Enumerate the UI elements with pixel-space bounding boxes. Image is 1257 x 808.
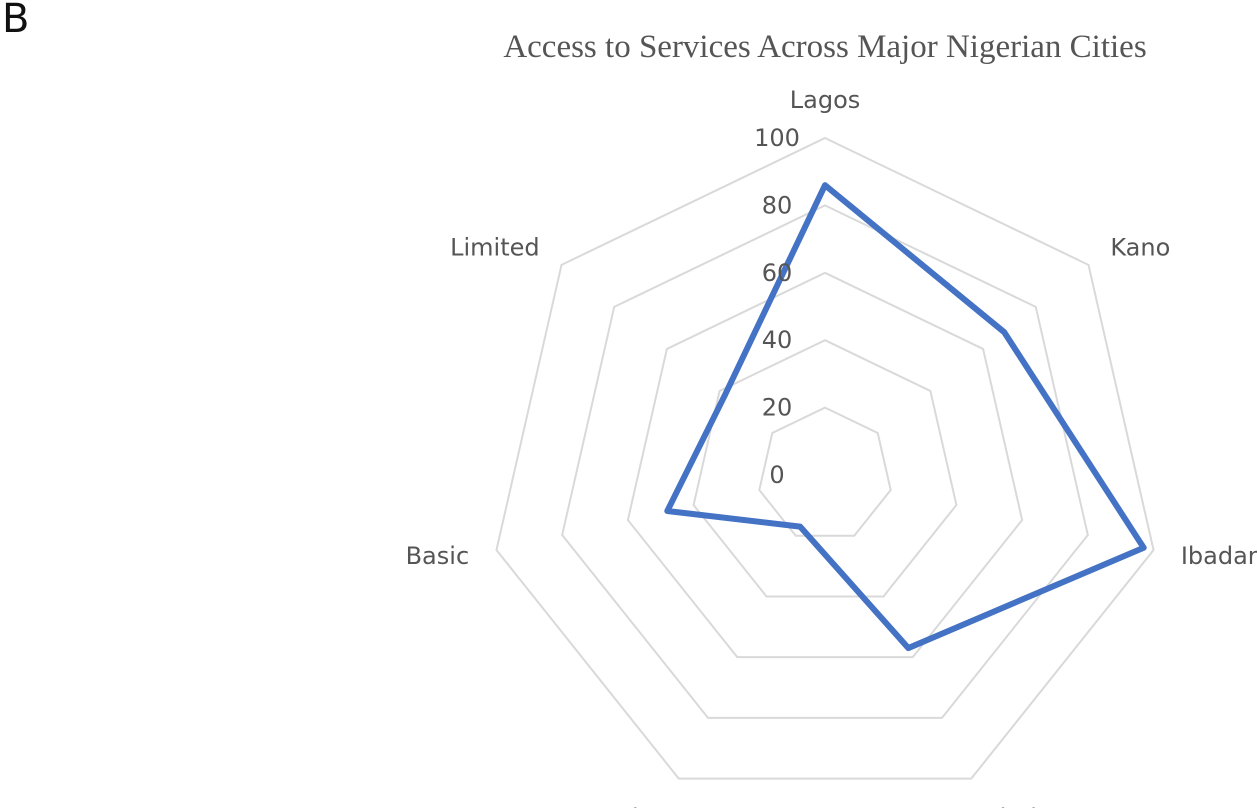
category-label-kano: Kano: [1110, 233, 1170, 261]
category-label-limited: Limited: [450, 233, 540, 261]
radial-tick-label: 80: [762, 191, 793, 219]
radar-grid: [496, 138, 1153, 779]
series-line: [667, 185, 1143, 648]
series-layer: [667, 185, 1143, 648]
grid-ring-100: [496, 138, 1153, 779]
category-label-abuja: Abuja: [983, 804, 1051, 808]
category-label-lagos: Lagos: [790, 86, 861, 114]
radial-tick-label: 40: [762, 326, 793, 354]
radial-tick-label: 20: [762, 394, 793, 422]
chart-title: Access to Services Across Major Nigerian…: [503, 29, 1146, 65]
radial-tick-label: 100: [754, 124, 800, 152]
radial-tick-label: 60: [762, 259, 793, 287]
category-label-no-service: No Service: [538, 804, 667, 808]
radial-tick-label: 0: [769, 461, 784, 489]
category-label-basic: Basic: [406, 542, 470, 570]
category-label-ibadan: Ibadan: [1181, 542, 1257, 570]
radial-tick-labels: 0 20 40 60 80 100: [754, 124, 800, 489]
